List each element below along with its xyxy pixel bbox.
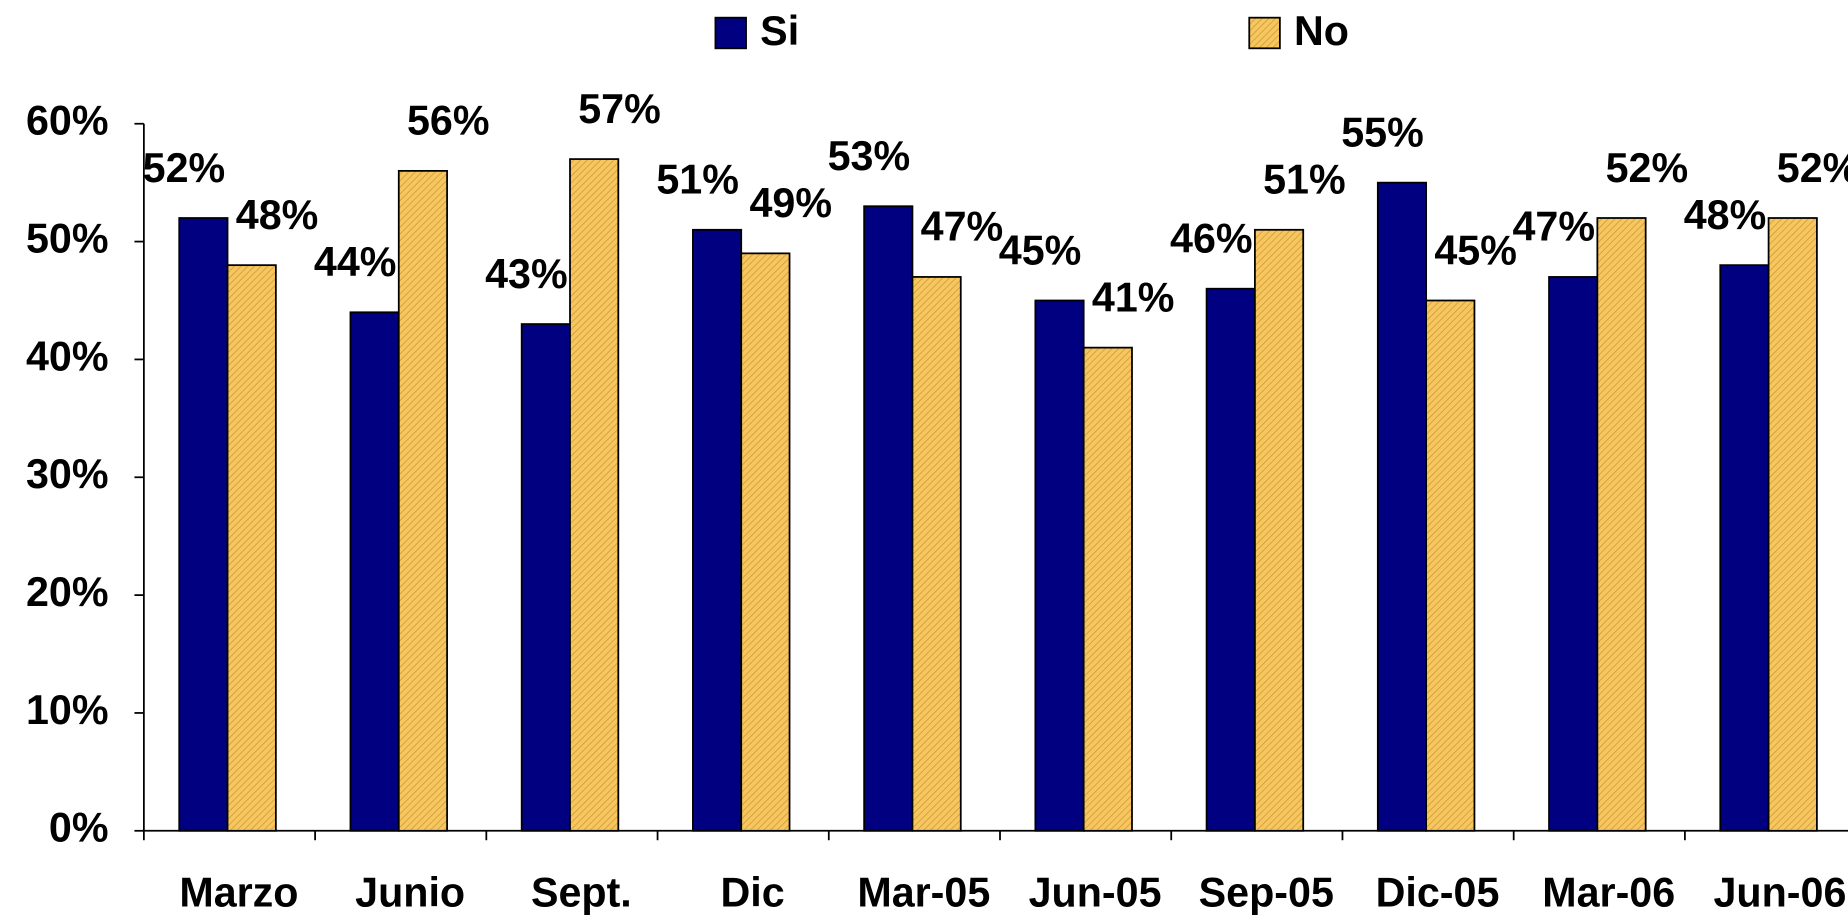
- y-tick-label: 50%: [26, 215, 109, 261]
- value-label: 51%: [656, 157, 739, 203]
- y-tick-label: 40%: [26, 333, 109, 379]
- x-tick-label: Mar-06: [1542, 870, 1675, 916]
- x-tick-label: Dic-05: [1376, 870, 1500, 916]
- y-tick-label: 10%: [26, 687, 109, 733]
- bar: [1548, 276, 1599, 832]
- value-label: 47%: [921, 204, 1004, 250]
- legend-label: Si: [760, 8, 799, 54]
- x-tick-label: Sept.: [531, 870, 632, 916]
- value-label: 57%: [578, 86, 661, 132]
- value-label: 48%: [236, 192, 319, 238]
- x-tick-label: Marzo: [179, 870, 298, 916]
- value-label: 45%: [999, 227, 1082, 273]
- y-tick-label: 0%: [49, 805, 109, 851]
- bar: [1425, 299, 1476, 832]
- value-label: 52%: [1606, 145, 1689, 191]
- legend-label: No: [1294, 8, 1349, 54]
- value-label: 47%: [1512, 204, 1595, 250]
- value-label: 55%: [1341, 109, 1424, 155]
- value-label: 43%: [485, 251, 568, 297]
- value-label: 49%: [749, 180, 832, 226]
- bar: [1376, 181, 1428, 832]
- bar: [1767, 217, 1818, 832]
- value-label: 44%: [314, 239, 397, 285]
- x-tick-label: Dic: [721, 870, 785, 916]
- y-tick-label: 30%: [26, 451, 109, 497]
- y-tick-label: 60%: [26, 98, 109, 144]
- bar: [1034, 299, 1085, 832]
- x-tick-label: Sep-05: [1199, 870, 1334, 916]
- bar: [397, 169, 448, 832]
- bar: [1205, 287, 1256, 832]
- bar: [911, 276, 962, 832]
- x-tick-label: Mar-05: [857, 870, 990, 916]
- y-tick-label: 20%: [26, 569, 109, 615]
- bar: [1254, 228, 1305, 832]
- bar: [1596, 217, 1647, 832]
- legend-swatch: [1248, 16, 1281, 50]
- bar: [349, 311, 400, 832]
- x-tick-label: Jun-05: [1029, 870, 1162, 916]
- value-label: 41%: [1092, 274, 1175, 320]
- x-tick-label: Junio: [355, 870, 465, 916]
- value-label: 51%: [1263, 157, 1346, 203]
- bar: [740, 252, 791, 832]
- value-label: 45%: [1434, 227, 1517, 273]
- x-tick-label: Jun-06: [1714, 870, 1847, 916]
- bar: [569, 158, 620, 832]
- bar: [520, 323, 571, 832]
- bar: [692, 228, 743, 832]
- value-label: 48%: [1684, 192, 1767, 238]
- legend-swatch: [714, 16, 747, 50]
- value-label: 52%: [143, 145, 226, 191]
- bar: [863, 205, 914, 832]
- bar: [1082, 346, 1133, 832]
- bar: [226, 264, 277, 832]
- value-label: 53%: [828, 133, 911, 179]
- value-label: 46%: [1170, 215, 1253, 261]
- value-label: 56%: [407, 98, 490, 144]
- bar: [178, 217, 229, 832]
- value-label: 52%: [1777, 145, 1848, 191]
- bar: [1719, 264, 1770, 832]
